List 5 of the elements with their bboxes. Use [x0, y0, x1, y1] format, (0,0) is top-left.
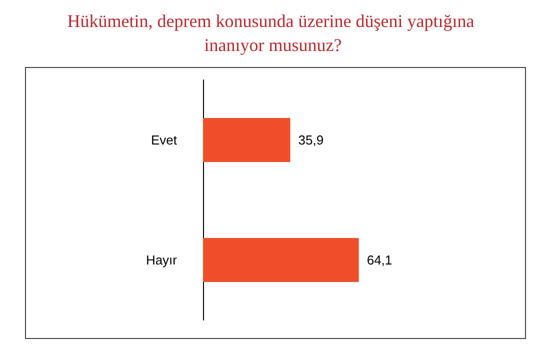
data-label: 64,1: [366, 252, 392, 268]
chart-title: Hükümetin, deprem konusunda üzerine düşeni yaptığına inanıyor musunuz?: [67, 11, 479, 55]
y-tick-label: Hayır: [146, 252, 178, 268]
y-tick-label: Evet: [150, 132, 178, 148]
data-label: 35,9: [298, 132, 324, 148]
